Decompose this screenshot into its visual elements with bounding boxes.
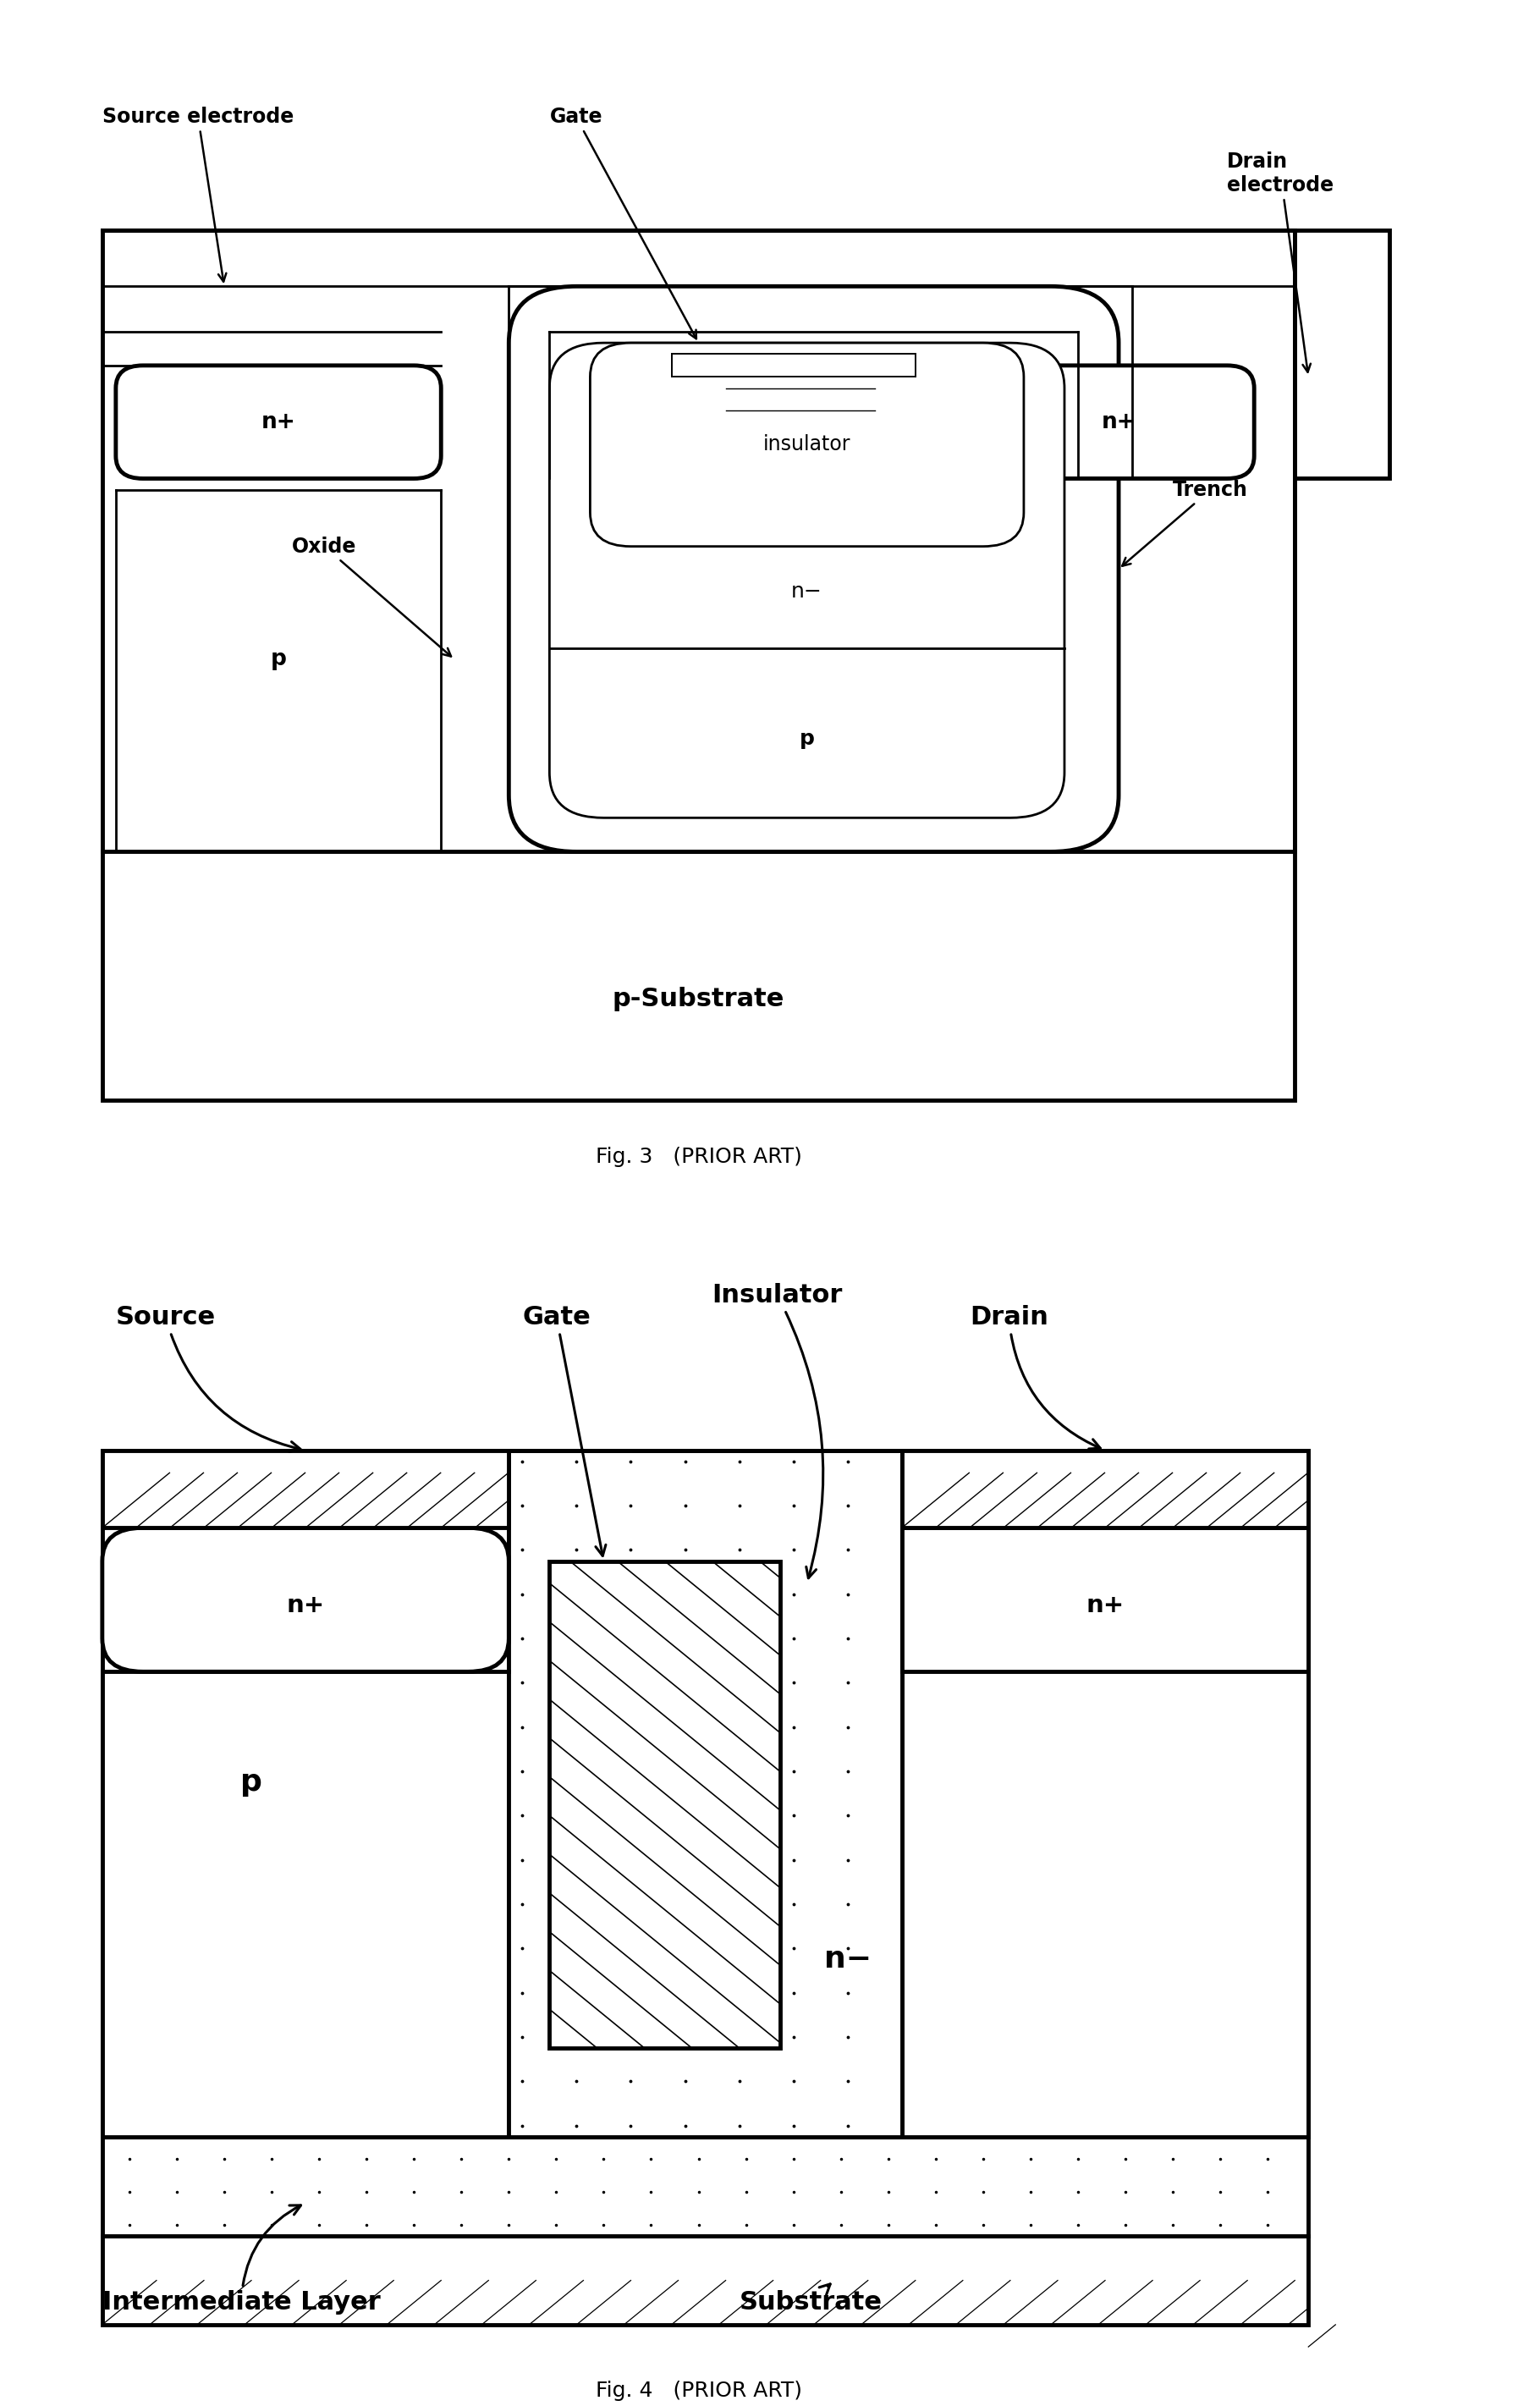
Text: Drain
electrode: Drain electrode <box>1227 152 1334 373</box>
Bar <box>902 1451 1309 1528</box>
Text: p: p <box>799 729 815 748</box>
Text: n+: n+ <box>1086 1593 1124 1617</box>
Text: Intermediate Layer: Intermediate Layer <box>102 2206 380 2315</box>
Text: Oxide: Oxide <box>293 537 451 657</box>
Text: Fig. 4   (PRIOR ART): Fig. 4 (PRIOR ART) <box>596 2382 802 2401</box>
Text: Source electrode: Source electrode <box>102 106 294 282</box>
Bar <box>102 2235 1309 2324</box>
Text: Fig. 3   (PRIOR ART): Fig. 3 (PRIOR ART) <box>596 1148 802 1167</box>
Text: p-Substrate: p-Substrate <box>613 986 784 1011</box>
Text: Gate: Gate <box>550 106 696 339</box>
Text: n+: n+ <box>1101 411 1137 433</box>
Text: p: p <box>240 1768 262 1797</box>
Text: Substrate: Substrate <box>739 2283 882 2315</box>
Bar <box>102 2137 1309 2235</box>
FancyBboxPatch shape <box>116 366 440 479</box>
Text: n+: n+ <box>286 1593 325 1617</box>
Bar <box>1295 231 1389 479</box>
Bar <box>102 231 1295 1100</box>
Text: Gate: Gate <box>522 1304 605 1557</box>
Bar <box>102 1451 508 1528</box>
Bar <box>508 1451 902 2137</box>
FancyBboxPatch shape <box>102 1528 508 1672</box>
Text: n−: n− <box>792 582 822 602</box>
Bar <box>102 1451 508 2137</box>
Text: n+: n+ <box>262 411 296 433</box>
Text: Insulator: Insulator <box>711 1282 842 1578</box>
Bar <box>902 1528 1309 1672</box>
Text: Source: Source <box>116 1304 300 1451</box>
Text: Drain: Drain <box>970 1304 1100 1448</box>
Bar <box>902 1451 1309 2137</box>
Text: insulator: insulator <box>764 435 850 455</box>
Bar <box>550 1561 779 2048</box>
Text: p: p <box>271 650 286 671</box>
Text: n−: n− <box>824 1944 872 1973</box>
Bar <box>102 1672 1309 2137</box>
FancyBboxPatch shape <box>508 286 1118 852</box>
Text: Trench: Trench <box>1123 479 1247 565</box>
FancyBboxPatch shape <box>983 366 1254 479</box>
FancyBboxPatch shape <box>590 344 1024 546</box>
FancyBboxPatch shape <box>550 344 1064 818</box>
